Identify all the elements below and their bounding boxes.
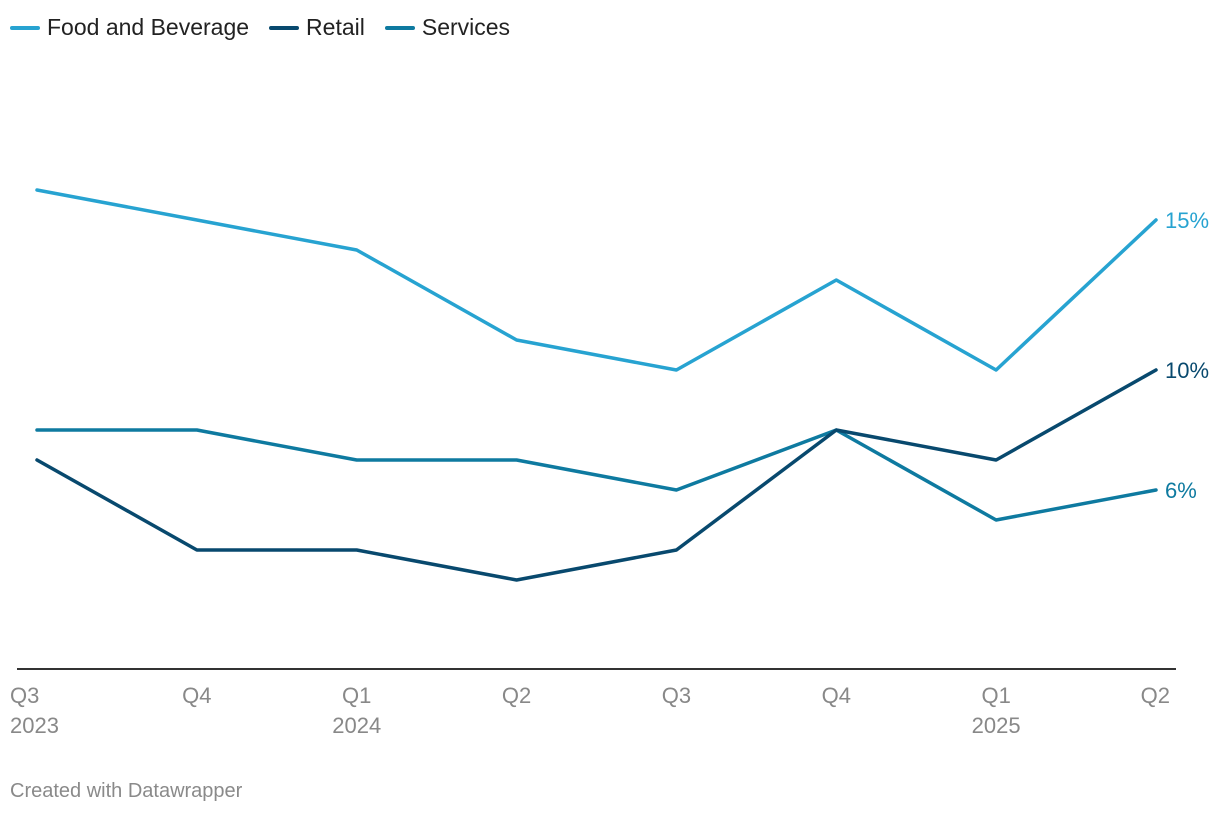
- series-line-services: [35, 428, 1158, 522]
- x-tick-label: Q2: [1141, 683, 1170, 708]
- legend-swatch: [384, 25, 415, 30]
- legend-swatch: [10, 25, 40, 30]
- x-tick-year-label: 2024: [332, 713, 381, 738]
- x-tick-label: Q4: [182, 683, 211, 708]
- series-line-retail: [35, 368, 1158, 582]
- legend-label: Services: [421, 14, 511, 40]
- legend-label: Food and Beverage: [47, 14, 250, 40]
- x-tick-label: Q3: [662, 683, 691, 708]
- x-tick-year-label: 2025: [972, 713, 1021, 738]
- end-label-retail: 10%: [1165, 358, 1209, 383]
- legend: Food and Beverage Retail Services: [10, 14, 510, 41]
- x-tick-label: Q2: [502, 683, 531, 708]
- legend-item-services: Services: [384, 14, 511, 41]
- legend-item-food-and-beverage: Food and Beverage: [10, 14, 249, 41]
- x-tick-label: Q1: [342, 683, 371, 708]
- series-line-food-and-beverage: [35, 188, 1158, 372]
- end-label-food-and-beverage: 15%: [1165, 208, 1209, 233]
- x-tick-label: Q4: [822, 683, 851, 708]
- end-label-services: 6%: [1165, 478, 1197, 503]
- x-tick-label: Q3: [10, 683, 39, 708]
- credit-text: Created with Datawrapper: [10, 780, 243, 802]
- legend-swatch: [269, 25, 300, 30]
- x-tick-label: Q1: [981, 683, 1010, 708]
- legend-item-retail: Retail: [269, 14, 365, 41]
- x-tick-year-label: 2023: [10, 713, 59, 738]
- legend-label: Retail: [306, 14, 365, 40]
